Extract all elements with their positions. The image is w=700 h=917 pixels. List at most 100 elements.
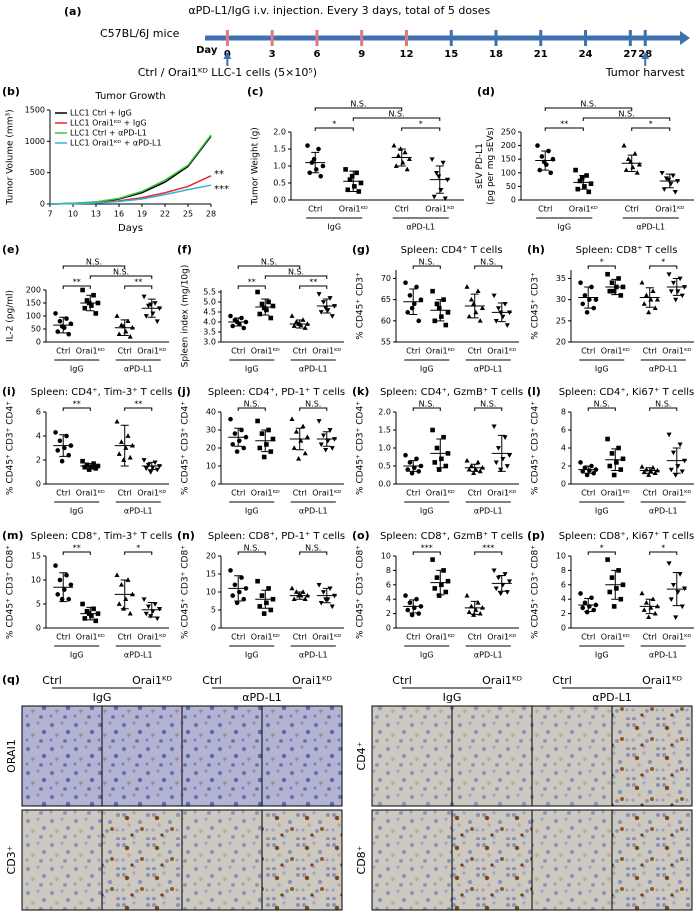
ihc-image xyxy=(531,705,613,807)
day-label: 18 xyxy=(489,49,503,60)
point xyxy=(325,438,331,444)
significance-bracket xyxy=(314,107,403,111)
point xyxy=(80,458,85,464)
point xyxy=(614,586,619,591)
day-tick xyxy=(494,30,498,46)
point xyxy=(475,288,481,294)
point xyxy=(259,301,265,307)
y-tick-label: 4.0 xyxy=(203,318,216,327)
error-bar xyxy=(59,572,68,603)
point xyxy=(493,586,499,592)
point xyxy=(154,616,160,622)
x-tick-label: Ctrl xyxy=(406,633,420,642)
point xyxy=(270,303,276,309)
error-bar xyxy=(86,463,95,469)
day-tick xyxy=(360,30,364,46)
error-bar xyxy=(497,574,506,592)
significance-bracket xyxy=(649,551,678,555)
point xyxy=(673,297,679,303)
x-tick-label: Ctrl xyxy=(581,347,595,356)
error-bar xyxy=(147,298,156,318)
x-tick-label: Orai1ᴷᴰ xyxy=(662,347,691,356)
point xyxy=(430,557,435,562)
point xyxy=(291,596,297,602)
significance-label: N.S. xyxy=(480,258,496,267)
point xyxy=(491,568,497,574)
y-tick-label: 30 xyxy=(556,295,566,304)
y-tick-label: 25 xyxy=(556,316,566,325)
y-tick-label: 50 xyxy=(31,325,41,334)
ihc-image xyxy=(451,705,533,807)
point xyxy=(409,305,415,311)
event-label: Ctrl / Orai1ᴷᴰ LLC-1 cells (5×10⁵) xyxy=(138,66,317,79)
error-bar xyxy=(497,434,506,472)
x-tick-label: Ctrl xyxy=(643,489,657,498)
point xyxy=(318,173,324,179)
significance-bracket xyxy=(412,407,441,411)
point xyxy=(605,436,610,442)
point xyxy=(406,156,412,162)
x-tick-label: Orai1ᴷᴰ xyxy=(76,347,105,356)
point xyxy=(442,196,448,202)
y-tick-label: 0.5 xyxy=(378,462,391,471)
error-bar xyxy=(409,599,418,614)
point xyxy=(646,472,652,477)
x-tick-label: Orai1ᴷᴰ xyxy=(655,205,684,214)
panel-label: (j) xyxy=(177,385,191,398)
point xyxy=(86,467,92,472)
point xyxy=(300,423,306,429)
point xyxy=(471,301,477,306)
point xyxy=(464,592,470,598)
x-tick-label: Ctrl xyxy=(468,347,482,356)
group-label: IgG xyxy=(557,223,571,232)
point xyxy=(402,149,408,155)
point xyxy=(438,187,444,193)
group-label: αPD-L1 xyxy=(649,651,678,660)
ihc-image xyxy=(21,705,103,807)
point xyxy=(625,156,631,162)
point xyxy=(639,590,645,596)
point xyxy=(255,289,260,295)
point xyxy=(412,301,417,307)
point xyxy=(148,470,154,475)
point xyxy=(320,163,326,169)
point xyxy=(618,293,624,298)
error-bar xyxy=(541,150,550,171)
point xyxy=(228,568,233,573)
point xyxy=(316,292,322,297)
significance-label: ** xyxy=(73,278,81,287)
y-tick-label: 0 xyxy=(36,338,41,347)
point xyxy=(477,610,483,616)
y-tick-label: 100 xyxy=(26,312,41,321)
error-bar xyxy=(295,319,304,329)
chart-title: Spleen: CD8⁺, Tim-3⁺ T cells xyxy=(31,531,173,542)
significance-bracket xyxy=(89,275,153,279)
point xyxy=(495,306,502,311)
y-tick-label: 55 xyxy=(381,338,391,347)
point xyxy=(403,280,408,286)
point xyxy=(582,293,588,298)
point xyxy=(587,297,592,302)
y-axis-label: % CD45⁺ CD3⁺ CD4⁺ xyxy=(6,401,16,495)
axes xyxy=(45,290,169,343)
point xyxy=(616,445,621,451)
axes xyxy=(220,290,344,343)
y-axis-label: % CD45⁺ CD3⁺ CD4⁺ xyxy=(181,401,191,495)
y-tick-label: 15 xyxy=(31,552,41,561)
point xyxy=(434,445,440,451)
point xyxy=(307,170,313,176)
point xyxy=(504,323,510,328)
y-tick-label: 5 xyxy=(36,600,41,609)
point xyxy=(82,464,88,470)
point xyxy=(80,601,85,607)
x-tick-label: Ctrl xyxy=(468,633,482,642)
point xyxy=(305,143,310,148)
point xyxy=(289,313,295,318)
error-bar xyxy=(120,319,129,336)
point xyxy=(416,611,422,616)
point xyxy=(241,325,247,331)
x-tick-label: 10 xyxy=(68,210,78,219)
day-tick xyxy=(225,30,229,46)
x-tick-label: 25 xyxy=(183,210,193,219)
y-axis-label: % CD45⁺ CD3⁺ CD4⁺ xyxy=(356,401,366,495)
